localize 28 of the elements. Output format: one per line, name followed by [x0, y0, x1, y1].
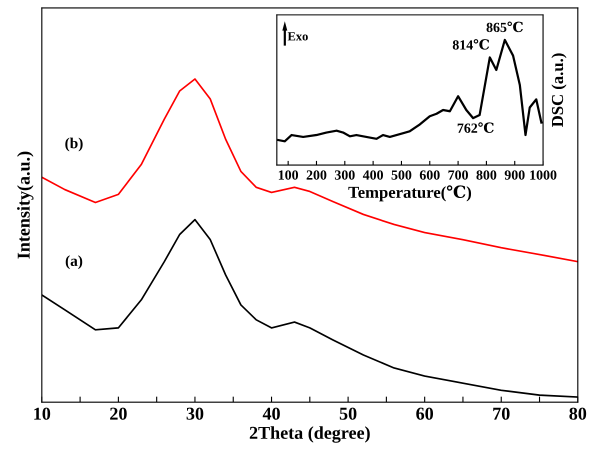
annotation: Exo	[288, 32, 308, 41]
x-tick-label: 700	[448, 170, 468, 180]
x-tick-label: 900	[504, 170, 525, 180]
x-axis-title: 2Theta (degree)	[250, 426, 370, 443]
x-tick-label: 70	[493, 408, 510, 420]
x-tick-label: 300	[334, 170, 355, 180]
annotation: 814℃	[452, 39, 490, 50]
x-tick-label: 80	[569, 408, 586, 420]
x-tick-label: 40	[262, 408, 280, 420]
text: (b)	[65, 138, 83, 152]
text: (a)	[66, 255, 82, 270]
x-tick-label: 100	[278, 170, 298, 180]
x-tick-label: 30	[186, 408, 204, 420]
x-tick-label: 400	[362, 170, 384, 180]
x-tick-label: 20	[110, 408, 127, 420]
x-tick-label: 600	[420, 170, 440, 180]
annotation: 762℃	[458, 122, 494, 133]
annotation: 865℃	[486, 22, 523, 32]
x-tick-label: 800	[476, 170, 496, 180]
x-tick-label: 10	[34, 408, 50, 420]
x-tick-label: 200	[306, 170, 326, 180]
x-axis-title: Temperature(℃)	[348, 185, 472, 202]
y-axis-title: Intensity(a.u.)	[17, 152, 34, 259]
y2-axis-title: DSC (a.u.)	[551, 53, 567, 127]
x-tick-label: 1000	[530, 170, 556, 180]
x-tick-label: 50	[340, 408, 356, 420]
x-tick-label: 500	[392, 170, 412, 180]
x-tick-label: 60	[416, 408, 434, 420]
